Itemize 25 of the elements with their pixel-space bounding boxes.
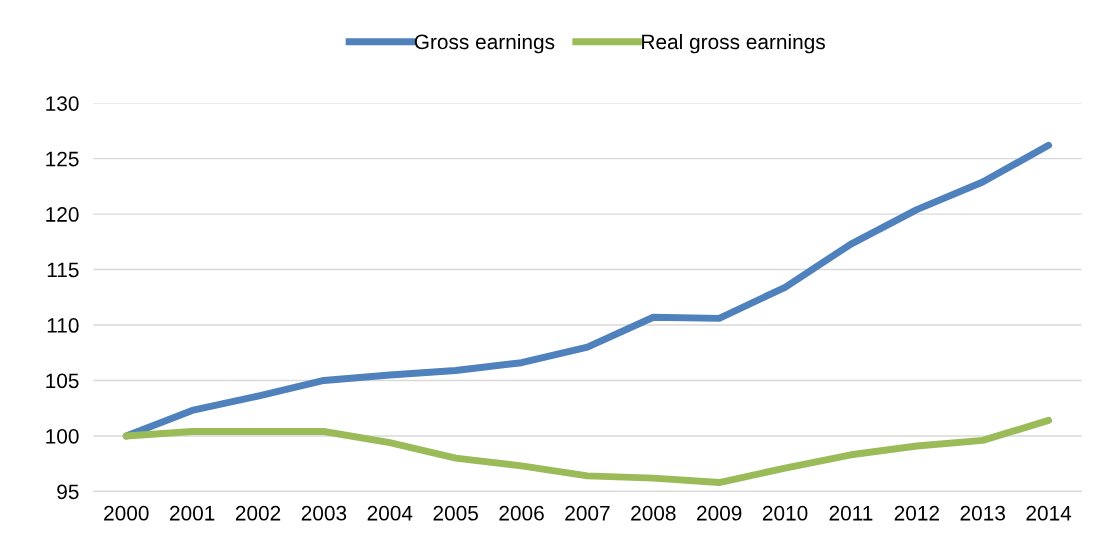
y-tick-label: 115 bbox=[47, 262, 79, 278]
x-tick-label: 2013 bbox=[960, 505, 1005, 521]
x-tick-label: 2002 bbox=[235, 505, 281, 521]
x-tick-label: 2004 bbox=[367, 505, 413, 521]
x-tick-label: 2010 bbox=[762, 505, 808, 521]
x-tick-label: 2003 bbox=[301, 505, 347, 521]
y-tick-label: 105 bbox=[46, 373, 79, 389]
y-tick-label: 100 bbox=[46, 428, 79, 444]
legend-label: Gross earnings bbox=[414, 33, 555, 54]
x-tick-label: 2014 bbox=[1026, 505, 1072, 521]
x-tick-label: 2007 bbox=[565, 505, 610, 521]
y-tick-label: 125 bbox=[46, 151, 79, 167]
x-tick-label: 2008 bbox=[631, 505, 676, 521]
x-tick-label: 2012 bbox=[894, 505, 939, 521]
x-tick-label: 2006 bbox=[499, 505, 544, 521]
y-tick-label: 130 bbox=[46, 96, 79, 111]
x-tick-label: 2000 bbox=[104, 505, 149, 521]
x-tick-label: 2005 bbox=[433, 505, 478, 521]
x-tick-label: 2001 bbox=[170, 505, 215, 521]
x-tick-label: 2011 bbox=[829, 505, 873, 521]
legend-label: Real gross earnings bbox=[642, 33, 825, 54]
y-tick-label: 120 bbox=[46, 207, 79, 222]
y-tick-label: 95 bbox=[57, 484, 79, 500]
y-tick-label: 110 bbox=[47, 318, 79, 333]
x-tick-label: 2009 bbox=[697, 505, 742, 521]
